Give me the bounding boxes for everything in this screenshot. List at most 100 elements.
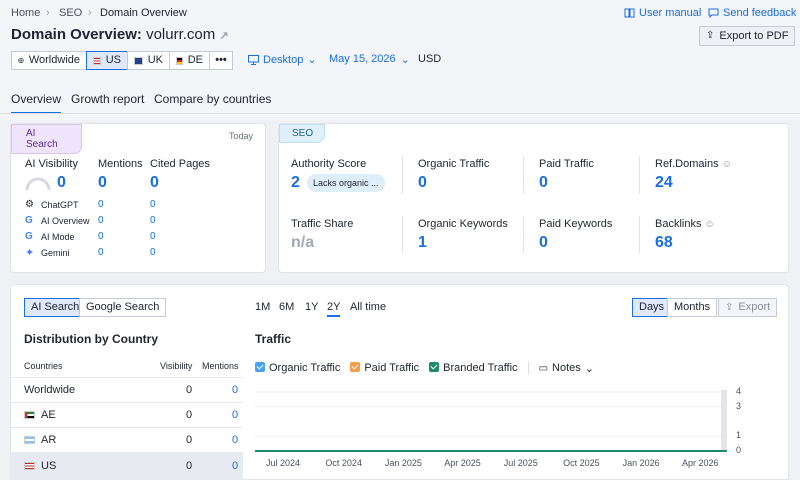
notes-dropdown[interactable]: ▭ Notes ⌄ [538,362,594,375]
ai-info-icon[interactable]: ☺ [704,218,715,230]
chart-legend: Organic Traffic Paid Traffic Branded Tra… [255,361,594,375]
organic-traffic-label: Organic Traffic [418,158,490,170]
table-row[interactable]: US 0 0 [10,452,243,480]
tab-growth-report[interactable]: Growth report [71,92,145,106]
ai-search-tag: AI Search [11,124,82,154]
traffic-chart [255,390,727,452]
backlinks-value[interactable]: 68 [655,234,673,251]
us-flag-icon [24,462,35,470]
paid-keywords-value[interactable]: 0 [539,234,548,251]
col-mentions: Mentions [202,361,239,371]
y-tick-label: 3 [736,400,742,411]
cited-pages-label: Cited Pages [150,158,210,170]
db-us[interactable]: US [86,51,128,70]
toggle-ai-search[interactable]: AI Search [24,298,87,317]
legend-branded-traffic[interactable]: Branded Traffic [429,362,518,374]
divider [523,216,524,254]
table-row[interactable]: AE 0 0 [10,402,243,427]
divider [639,156,640,194]
range-1m[interactable]: 1M [255,301,271,313]
granularity-days[interactable]: Days [632,298,672,317]
upload-icon: ⇪ [725,302,734,313]
divider [402,216,403,254]
toggle-google-search[interactable]: Google Search [79,298,167,317]
ai-info-icon[interactable]: ☺ [721,158,732,170]
col-countries: Countries [24,361,63,371]
db-uk[interactable]: UK [127,51,170,70]
backlinks-label: Backlinks ☺ [655,218,715,230]
table-row[interactable]: Worldwide 0 0 [10,377,243,402]
user-manual-link[interactable]: User manual [624,7,701,19]
domain-name: volurr.com [146,26,216,43]
x-tick-label: Oct 2024 [325,458,362,468]
external-link-icon[interactable]: ↗ [219,30,229,42]
tabs-divider [0,113,800,114]
checkbox-icon [255,362,265,372]
ref-domains-label: Ref.Domains ☺ [655,158,732,170]
chevron-down-icon: ⌄ [400,54,410,66]
cited-pages-value[interactable]: 0 [150,174,159,191]
divider [523,156,524,194]
mentions-label: Mentions [98,158,143,170]
export-button[interactable]: ⇪ Export [718,298,778,317]
paid-traffic-label: Paid Traffic [539,158,594,170]
x-tick-label: Jan 2026 [622,458,660,468]
ae-flag-icon [24,411,35,419]
breadcrumb-current: Domain Overview [100,7,187,19]
table-row[interactable]: AR 0 0 [10,427,243,452]
organic-keywords-label: Organic Keywords [418,218,508,230]
page-title: Domain Overview: volurr.com ↗ [11,26,229,43]
google-icon: G [25,215,33,226]
send-feedback-link[interactable]: Send feedback [708,7,796,19]
ai-search-card: AI Search Today AI Visibility Mentions C… [10,123,266,273]
current-period-marker [721,390,727,451]
chevron-down-icon: ⌄ [584,362,594,375]
checkbox-icon [429,362,440,372]
authority-badge[interactable]: Lacks organic ... [307,174,385,192]
date-dropdown[interactable]: May 15, 2026 ⌄ [329,53,410,66]
ref-domains-value[interactable]: 24 [655,174,673,191]
chevron-right-icon: › [46,7,50,19]
organic-keywords-value[interactable]: 1 [418,234,427,251]
device-dropdown[interactable]: Desktop ⌄ [248,53,317,66]
range-2y[interactable]: 2Y [327,301,341,317]
range-all-time[interactable]: All time [350,301,387,313]
db-worldwide[interactable]: Worldwide [11,51,87,70]
breadcrumb-seo[interactable]: SEO [59,7,83,19]
de-flag-icon [176,56,183,65]
divider [639,216,640,254]
authority-score-value[interactable]: 2 [291,174,300,191]
legend-paid-traffic[interactable]: Paid Traffic [350,362,419,374]
x-tick-label: Oct 2025 [563,458,600,468]
tab-compare-by-countries[interactable]: Compare by countries [154,92,272,106]
seo-card: SEO Authority Score 2 Lacks organic ... … [278,123,789,273]
traffic-share-label: Traffic Share [291,218,354,230]
uk-flag-icon [134,56,143,65]
granularity-months[interactable]: Months [667,298,718,317]
more-databases-button[interactable]: ••• [209,51,233,70]
export-pdf-button[interactable]: ⇪ Export to PDF [699,26,796,46]
paid-keywords-label: Paid Keywords [539,218,613,230]
range-1y[interactable]: 1Y [305,301,319,313]
mentions-value[interactable]: 0 [98,174,107,191]
paid-traffic-value[interactable]: 0 [539,174,548,191]
y-tick-label: 4 [736,386,742,396]
breadcrumb-home[interactable]: Home [11,7,41,19]
range-6m[interactable]: 6M [279,301,295,313]
visibility-gauge-icon [25,177,51,191]
tab-overview[interactable]: Overview [11,92,62,114]
ai-visibility-value: 0 [57,174,66,191]
y-tick-label: 0 [736,445,742,455]
chatgpt-icon: ⚙ [25,199,34,210]
us-flag-icon [93,56,101,65]
upload-icon: ⇪ [706,30,715,41]
distribution-title: Distribution by Country [24,332,158,346]
organic-traffic-value[interactable]: 0 [418,174,427,191]
x-tick-label: Jul 2025 [503,458,538,468]
x-tick-label: Apr 2025 [444,458,481,468]
divider [402,156,403,194]
legend-organic-traffic[interactable]: Organic Traffic [255,362,340,374]
chevron-right-icon: › [88,7,92,19]
note-icon: ▭ [538,362,549,374]
db-de[interactable]: DE [169,51,210,70]
